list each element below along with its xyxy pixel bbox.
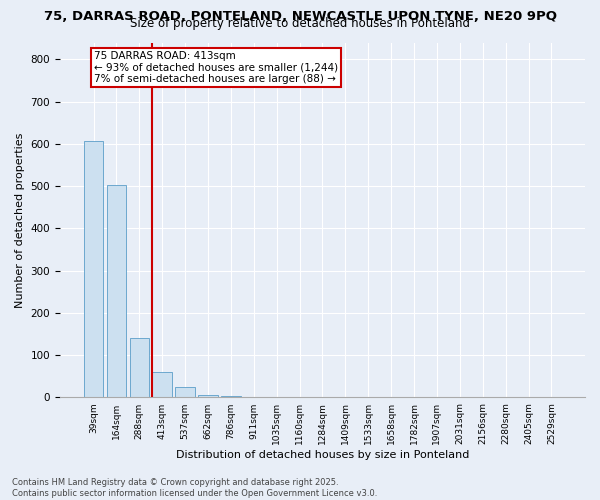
- Text: Contains HM Land Registry data © Crown copyright and database right 2025.
Contai: Contains HM Land Registry data © Crown c…: [12, 478, 377, 498]
- Text: 75 DARRAS ROAD: 413sqm
← 93% of detached houses are smaller (1,244)
7% of semi-d: 75 DARRAS ROAD: 413sqm ← 93% of detached…: [94, 51, 338, 84]
- Bar: [152, 372, 172, 398]
- Bar: [130, 338, 149, 398]
- Text: 75, DARRAS ROAD, PONTELAND, NEWCASTLE UPON TYNE, NE20 9PQ: 75, DARRAS ROAD, PONTELAND, NEWCASTLE UP…: [44, 10, 557, 23]
- Bar: [198, 396, 218, 398]
- Y-axis label: Number of detached properties: Number of detached properties: [15, 132, 25, 308]
- Bar: [84, 141, 103, 398]
- X-axis label: Distribution of detached houses by size in Ponteland: Distribution of detached houses by size …: [176, 450, 469, 460]
- Text: Size of property relative to detached houses in Ponteland: Size of property relative to detached ho…: [130, 18, 470, 30]
- Bar: [107, 185, 126, 398]
- Bar: [221, 396, 241, 398]
- Bar: [175, 387, 195, 398]
